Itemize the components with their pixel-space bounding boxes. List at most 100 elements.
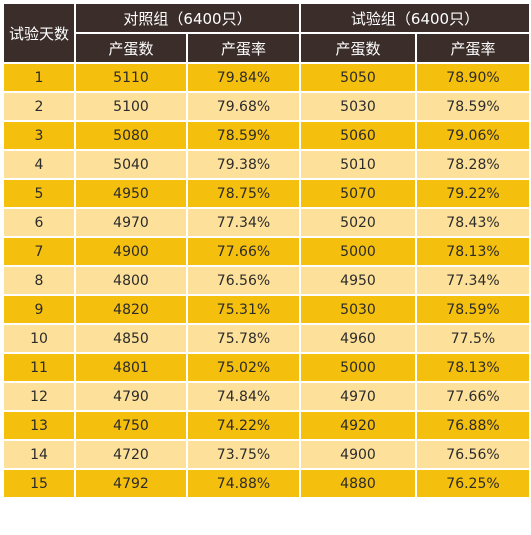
cell-test-rate: 79.06% xyxy=(415,120,531,151)
cell-control-eggs: 4800 xyxy=(74,265,188,296)
cell-control-eggs: 4820 xyxy=(74,294,188,325)
cell-day: 15 xyxy=(2,468,76,499)
cell-control-rate: 78.59% xyxy=(186,120,301,151)
table-row: 1 5110 79.84% 5050 78.90% xyxy=(2,62,531,93)
cell-test-rate: 78.59% xyxy=(415,91,531,122)
cell-test-eggs: 4950 xyxy=(299,265,417,296)
cell-day: 2 xyxy=(2,91,76,122)
cell-test-eggs: 5020 xyxy=(299,207,417,238)
table-row: 13 4750 74.22% 4920 76.88% xyxy=(2,410,531,441)
cell-test-eggs: 4880 xyxy=(299,468,417,499)
cell-day: 4 xyxy=(2,149,76,180)
cell-test-eggs: 5030 xyxy=(299,91,417,122)
table-row: 11 4801 75.02% 5000 78.13% xyxy=(2,352,531,383)
cell-control-eggs: 5110 xyxy=(74,62,188,93)
cell-day: 3 xyxy=(2,120,76,151)
cell-test-rate: 76.25% xyxy=(415,468,531,499)
cell-test-rate: 77.66% xyxy=(415,381,531,412)
header-test-eggs: 产蛋数 xyxy=(299,32,417,64)
cell-day: 14 xyxy=(2,439,76,470)
cell-test-rate: 78.13% xyxy=(415,352,531,383)
cell-control-rate: 74.88% xyxy=(186,468,301,499)
cell-control-rate: 77.34% xyxy=(186,207,301,238)
cell-test-eggs: 4960 xyxy=(299,323,417,354)
cell-test-eggs: 5010 xyxy=(299,149,417,180)
header-test-days: 试验天数 xyxy=(2,2,76,64)
cell-test-eggs: 5000 xyxy=(299,236,417,267)
header-control-group: 对照组（6400只） xyxy=(74,2,301,34)
cell-test-eggs: 4920 xyxy=(299,410,417,441)
table-row: 14 4720 73.75% 4900 76.56% xyxy=(2,439,531,470)
cell-day: 1 xyxy=(2,62,76,93)
cell-control-rate: 79.84% xyxy=(186,62,301,93)
table-row: 4 5040 79.38% 5010 78.28% xyxy=(2,149,531,180)
cell-day: 6 xyxy=(2,207,76,238)
table-row: 7 4900 77.66% 5000 78.13% xyxy=(2,236,531,267)
header-row-groups: 试验天数 对照组（6400只） 试验组（6400只） xyxy=(2,2,531,64)
cell-day: 10 xyxy=(2,323,76,354)
cell-day: 9 xyxy=(2,294,76,325)
cell-control-eggs: 5100 xyxy=(74,91,188,122)
cell-control-eggs: 5040 xyxy=(74,149,188,180)
header-test-rate: 产蛋率 xyxy=(415,32,531,64)
cell-control-eggs: 4850 xyxy=(74,323,188,354)
cell-day: 7 xyxy=(2,236,76,267)
cell-control-rate: 75.02% xyxy=(186,352,301,383)
table-row: 3 5080 78.59% 5060 79.06% xyxy=(2,120,531,151)
table-row: 6 4970 77.34% 5020 78.43% xyxy=(2,207,531,238)
cell-control-rate: 74.22% xyxy=(186,410,301,441)
cell-control-eggs: 4970 xyxy=(74,207,188,238)
cell-test-rate: 76.56% xyxy=(415,439,531,470)
cell-control-rate: 76.56% xyxy=(186,265,301,296)
table-row: 5 4950 78.75% 5070 79.22% xyxy=(2,178,531,209)
cell-control-rate: 74.84% xyxy=(186,381,301,412)
cell-test-eggs: 4970 xyxy=(299,381,417,412)
cell-control-rate: 73.75% xyxy=(186,439,301,470)
cell-control-rate: 77.66% xyxy=(186,236,301,267)
table-row: 2 5100 79.68% 5030 78.59% xyxy=(2,91,531,122)
cell-control-eggs: 4900 xyxy=(74,236,188,267)
cell-day: 8 xyxy=(2,265,76,296)
cell-test-rate: 78.13% xyxy=(415,236,531,267)
egg-production-table: 试验天数 对照组（6400只） 试验组（6400只） 产蛋数 产蛋率 产蛋数 产… xyxy=(2,2,531,499)
cell-day: 12 xyxy=(2,381,76,412)
header-row-metrics: 产蛋数 产蛋率 产蛋数 产蛋率 xyxy=(3,32,531,64)
header-test-group: 试验组（6400只） xyxy=(299,2,531,34)
cell-test-rate: 77.34% xyxy=(415,265,531,296)
cell-test-rate: 79.22% xyxy=(415,178,531,209)
cell-test-rate: 77.5% xyxy=(415,323,531,354)
cell-test-eggs: 5030 xyxy=(299,294,417,325)
cell-control-eggs: 4792 xyxy=(74,468,188,499)
cell-test-eggs: 4900 xyxy=(299,439,417,470)
cell-test-rate: 78.90% xyxy=(415,62,531,93)
cell-test-rate: 78.59% xyxy=(415,294,531,325)
cell-test-eggs: 5050 xyxy=(299,62,417,93)
cell-control-eggs: 4950 xyxy=(74,178,188,209)
cell-control-rate: 79.38% xyxy=(186,149,301,180)
cell-control-rate: 78.75% xyxy=(186,178,301,209)
header-control-rate: 产蛋率 xyxy=(186,32,301,64)
table-header: 试验天数 对照组（6400只） 试验组（6400只） 产蛋数 产蛋率 产蛋数 产… xyxy=(2,2,531,64)
cell-day: 13 xyxy=(2,410,76,441)
cell-test-rate: 76.88% xyxy=(415,410,531,441)
header-control-eggs: 产蛋数 xyxy=(74,32,188,64)
cell-control-eggs: 4750 xyxy=(74,410,188,441)
cell-control-eggs: 4790 xyxy=(74,381,188,412)
table-row: 9 4820 75.31% 5030 78.59% xyxy=(2,294,531,325)
cell-day: 11 xyxy=(2,352,76,383)
cell-control-rate: 75.31% xyxy=(186,294,301,325)
cell-control-eggs: 4801 xyxy=(74,352,188,383)
cell-day: 5 xyxy=(2,178,76,209)
cell-test-eggs: 5060 xyxy=(299,120,417,151)
table-body: 1 5110 79.84% 5050 78.90% 2 5100 79.68% 5030 78.5… xyxy=(2,62,531,499)
table-row: 15 4792 74.88% 4880 76.25% xyxy=(2,468,531,499)
cell-control-eggs: 4720 xyxy=(74,439,188,470)
cell-test-eggs: 5000 xyxy=(299,352,417,383)
cell-control-rate: 79.68% xyxy=(186,91,301,122)
cell-control-rate: 75.78% xyxy=(186,323,301,354)
table-row: 8 4800 76.56% 4950 77.34% xyxy=(2,265,531,296)
cell-test-eggs: 5070 xyxy=(299,178,417,209)
cell-control-eggs: 5080 xyxy=(74,120,188,151)
cell-test-rate: 78.43% xyxy=(415,207,531,238)
